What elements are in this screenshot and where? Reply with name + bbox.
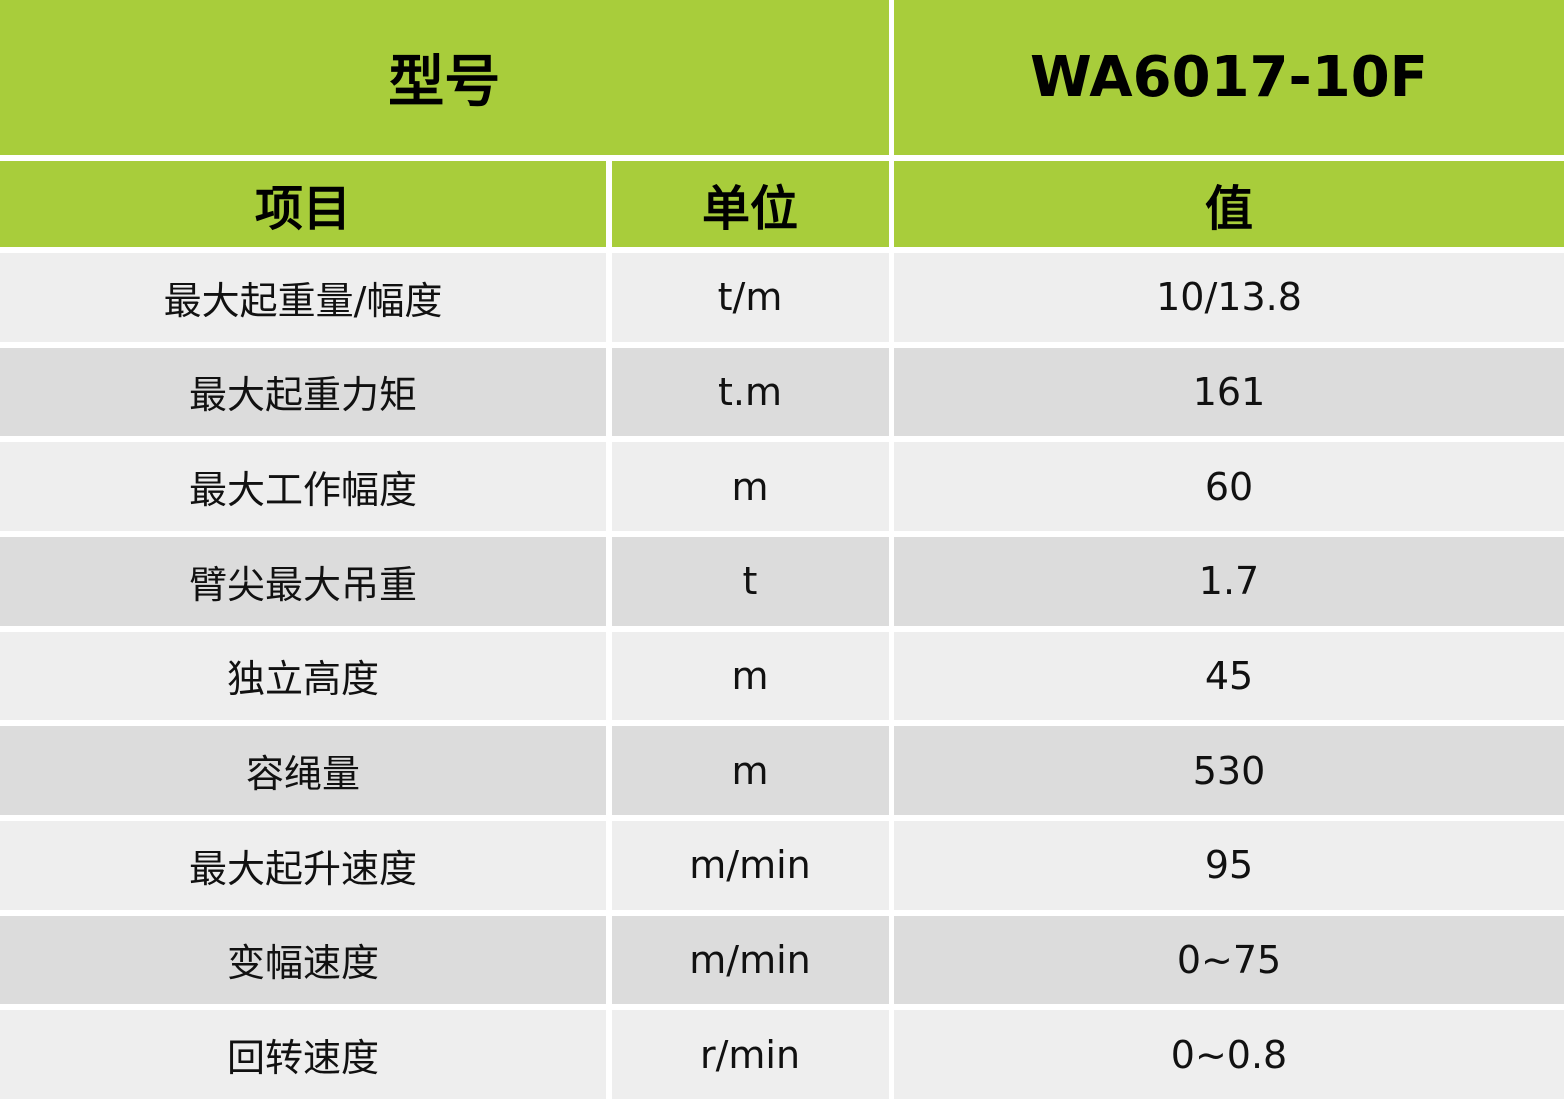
table-cell-value: 10/13.8 (894, 253, 1564, 342)
table-cell-unit: m (611, 442, 889, 531)
column-header-item: 项目 (0, 161, 606, 247)
table-cell-value: 1.7 (894, 536, 1564, 626)
model-label: 型号 (0, 0, 889, 155)
table-cell-unit: m (611, 631, 889, 721)
table-cell-item: 最大起重量/幅度 (0, 253, 606, 342)
table-cell-unit: m/min (611, 915, 889, 1005)
table-cell-value: 161 (894, 347, 1564, 437)
table-cell-item: 最大起重力矩 (0, 347, 606, 437)
table-cell-item: 最大起升速度 (0, 820, 606, 910)
table-cell-item: 最大工作幅度 (0, 442, 606, 531)
table-cell-value: 0~0.8 (894, 1010, 1564, 1099)
table-cell-unit: t/m (611, 253, 889, 342)
column-header-unit: 单位 (611, 161, 889, 247)
table-cell-value: 95 (894, 820, 1564, 910)
table-cell-unit: r/min (611, 1010, 889, 1099)
table-cell-value: 530 (894, 726, 1564, 815)
table-cell-value: 45 (894, 631, 1564, 721)
table-cell-unit: t (611, 536, 889, 626)
table-cell-unit: t.m (611, 347, 889, 437)
column-header-value: 值 (894, 161, 1564, 247)
table-cell-unit: m (611, 726, 889, 815)
table-cell-item: 臂尖最大吊重 (0, 536, 606, 626)
model-value: WA6017-10F (894, 0, 1564, 155)
table-cell-item: 变幅速度 (0, 915, 606, 1005)
table-cell-item: 容绳量 (0, 726, 606, 815)
table-cell-value: 60 (894, 442, 1564, 531)
table-cell-value: 0~75 (894, 915, 1564, 1005)
table-cell-item: 独立高度 (0, 631, 606, 721)
table-cell-unit: m/min (611, 820, 889, 910)
table-cell-item: 回转速度 (0, 1010, 606, 1099)
